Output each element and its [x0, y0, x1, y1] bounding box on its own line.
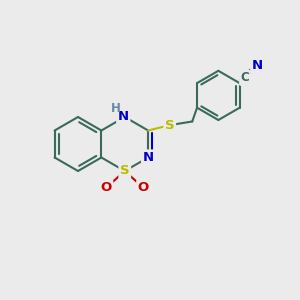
Text: S: S: [165, 118, 175, 132]
Text: N: N: [252, 59, 263, 72]
Text: O: O: [100, 181, 112, 194]
Text: O: O: [138, 181, 149, 194]
Text: H: H: [111, 102, 121, 115]
Text: N: N: [118, 110, 129, 124]
Text: S: S: [120, 164, 130, 178]
Text: N: N: [142, 151, 154, 164]
Text: C: C: [241, 71, 249, 84]
